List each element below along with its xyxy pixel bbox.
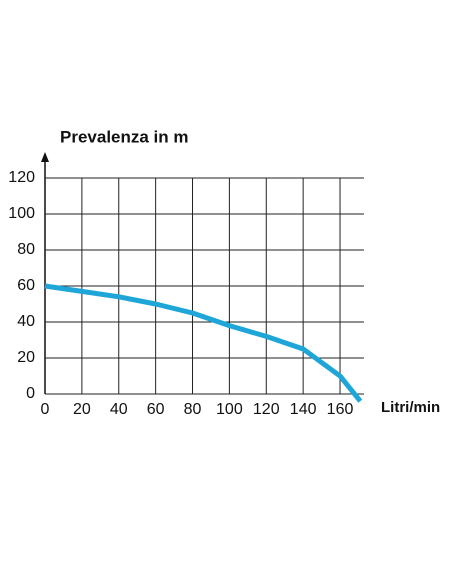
x-tick-label: 160: [327, 401, 354, 418]
x-tick-label: 120: [253, 401, 280, 418]
x-tick-label: 80: [184, 401, 202, 418]
x-tick-label: 20: [73, 401, 91, 418]
y-tick-label: 80: [17, 241, 35, 258]
x-tick-label: 60: [147, 401, 165, 418]
y-axis-arrow: [41, 152, 49, 162]
x-tick-label: 0: [41, 401, 50, 418]
y-tick-label: 100: [8, 205, 35, 222]
y-tick-label: 0: [26, 385, 35, 402]
x-tick-label: 100: [216, 401, 243, 418]
x-tick-label: 140: [290, 401, 317, 418]
x-tick-label: 40: [110, 401, 128, 418]
data-line: [44, 283, 363, 403]
y-tick-label: 120: [8, 169, 35, 186]
y-tick-label: 60: [17, 277, 35, 294]
y-tick-label: 40: [17, 313, 35, 330]
x-axis-label: Litri/min: [381, 399, 440, 416]
y-axis-label: Prevalenza in m: [60, 127, 189, 146]
y-tick-label: 20: [17, 349, 35, 366]
